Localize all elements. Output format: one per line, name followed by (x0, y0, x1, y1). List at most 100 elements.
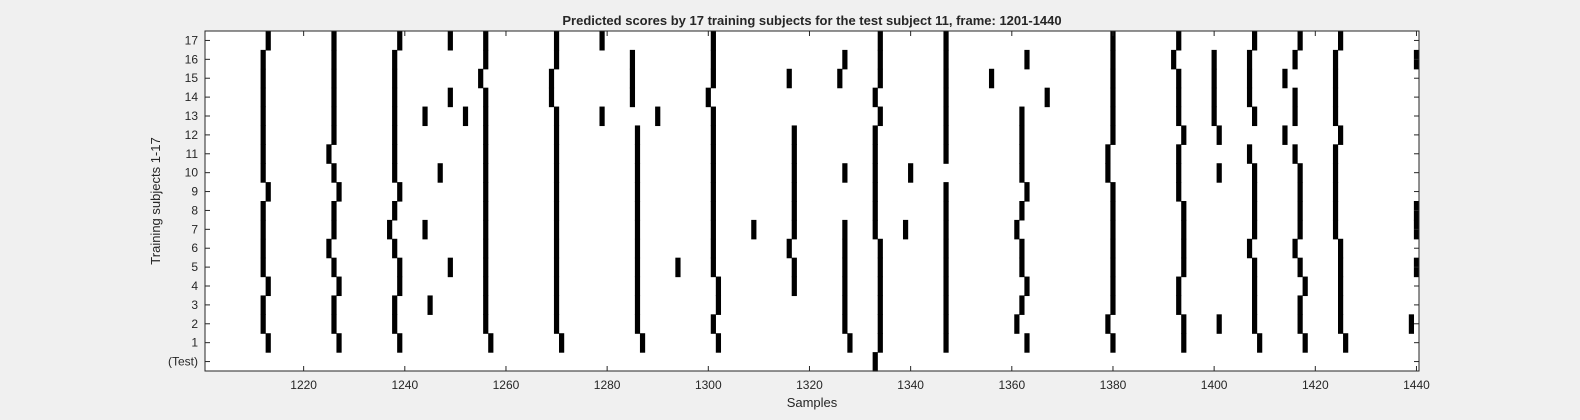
event-mark (1176, 276, 1182, 297)
event-mark (943, 201, 949, 221)
event-mark (1019, 144, 1025, 164)
event-mark (1014, 314, 1020, 334)
event-mark (1246, 68, 1253, 89)
event-mark (1332, 106, 1339, 127)
event-mark (265, 182, 271, 202)
event-mark (1110, 219, 1116, 240)
event-mark (392, 314, 398, 334)
event-mark (1044, 87, 1050, 108)
event-mark (943, 87, 949, 108)
event-mark (943, 257, 949, 278)
event-mark (265, 31, 271, 51)
event-mark (943, 295, 949, 315)
event-mark (462, 106, 469, 127)
event-mark (1252, 219, 1258, 240)
event-mark (387, 219, 393, 240)
event-mark (877, 106, 883, 127)
plot-area (205, 31, 1419, 371)
event-mark (943, 31, 949, 51)
event-mark (1252, 295, 1258, 315)
event-mark (842, 295, 848, 315)
event-mark (943, 125, 949, 145)
x-tick-label: 1300 (695, 378, 722, 392)
event-mark (715, 333, 722, 353)
y-tick-label: 8 (191, 203, 198, 217)
event-mark (422, 106, 428, 127)
event-mark (553, 295, 560, 315)
y-tick-label: 17 (185, 33, 199, 47)
event-mark (1332, 201, 1339, 221)
event-mark (675, 257, 681, 278)
event-mark (260, 201, 266, 221)
event-mark (1181, 314, 1187, 334)
x-tick-label: 1400 (1201, 378, 1228, 392)
event-mark (331, 295, 337, 315)
event-mark (877, 276, 883, 297)
event-mark (1216, 125, 1222, 145)
event-mark (710, 163, 716, 183)
event-mark (336, 182, 342, 202)
event-mark (943, 182, 949, 202)
event-mark (260, 163, 266, 183)
event-mark (715, 295, 722, 315)
event-mark (553, 125, 560, 145)
event-mark (943, 219, 949, 240)
event-mark (877, 333, 883, 353)
event-mark (715, 276, 722, 297)
event-mark (655, 106, 661, 127)
event-mark (877, 257, 883, 278)
event-mark (260, 125, 266, 145)
event-mark (1014, 219, 1020, 240)
event-mark (943, 276, 949, 297)
event-mark (1338, 276, 1344, 297)
event-mark (331, 106, 337, 127)
x-axis-label: Samples (787, 395, 838, 410)
event-mark (1408, 314, 1415, 334)
event-mark (1246, 238, 1253, 259)
event-mark (260, 106, 266, 127)
plot-border (204, 30, 1420, 372)
event-mark (791, 201, 797, 221)
event-mark (1332, 144, 1339, 164)
event-mark (629, 87, 636, 108)
event-mark (1292, 144, 1298, 164)
x-tick-label: 1260 (493, 378, 520, 392)
event-mark (1105, 314, 1111, 334)
y-tick-label: 9 (191, 185, 198, 199)
event-mark (331, 201, 337, 221)
event-mark (791, 182, 797, 202)
event-mark (1110, 201, 1116, 221)
event-mark (1297, 314, 1303, 334)
event-mark (1211, 106, 1217, 127)
event-mark (710, 219, 716, 240)
event-mark (1297, 257, 1303, 278)
event-mark (1181, 257, 1187, 278)
y-tick-label: 16 (185, 52, 199, 66)
event-mark (877, 295, 883, 315)
event-mark (634, 163, 641, 183)
event-mark (599, 106, 605, 127)
event-mark (842, 163, 848, 183)
event-mark (1252, 182, 1258, 202)
x-tick-label: 1420 (1302, 378, 1329, 392)
y-axis-ticks: 17 16 15 14 13 12 11 10 9 8 7 6 5 4 3 2 1 (Test) (168, 33, 1419, 369)
event-mark (1019, 201, 1025, 221)
event-mark (634, 295, 641, 315)
event-mark (842, 257, 848, 278)
event-mark (1252, 106, 1258, 127)
event-mark (1297, 163, 1303, 183)
event-mark (331, 31, 337, 51)
event-mark (634, 125, 641, 145)
event-mark (392, 106, 398, 127)
event-mark (705, 87, 711, 108)
event-mark (1252, 276, 1258, 297)
event-mark (842, 219, 848, 240)
event-mark (847, 333, 853, 353)
event-mark (1246, 87, 1253, 108)
event-mark (553, 31, 560, 51)
event-mark (1105, 163, 1111, 183)
event-mark (488, 333, 494, 353)
event-mark (943, 68, 949, 89)
event-mark (392, 87, 398, 108)
event-mark (483, 276, 489, 297)
